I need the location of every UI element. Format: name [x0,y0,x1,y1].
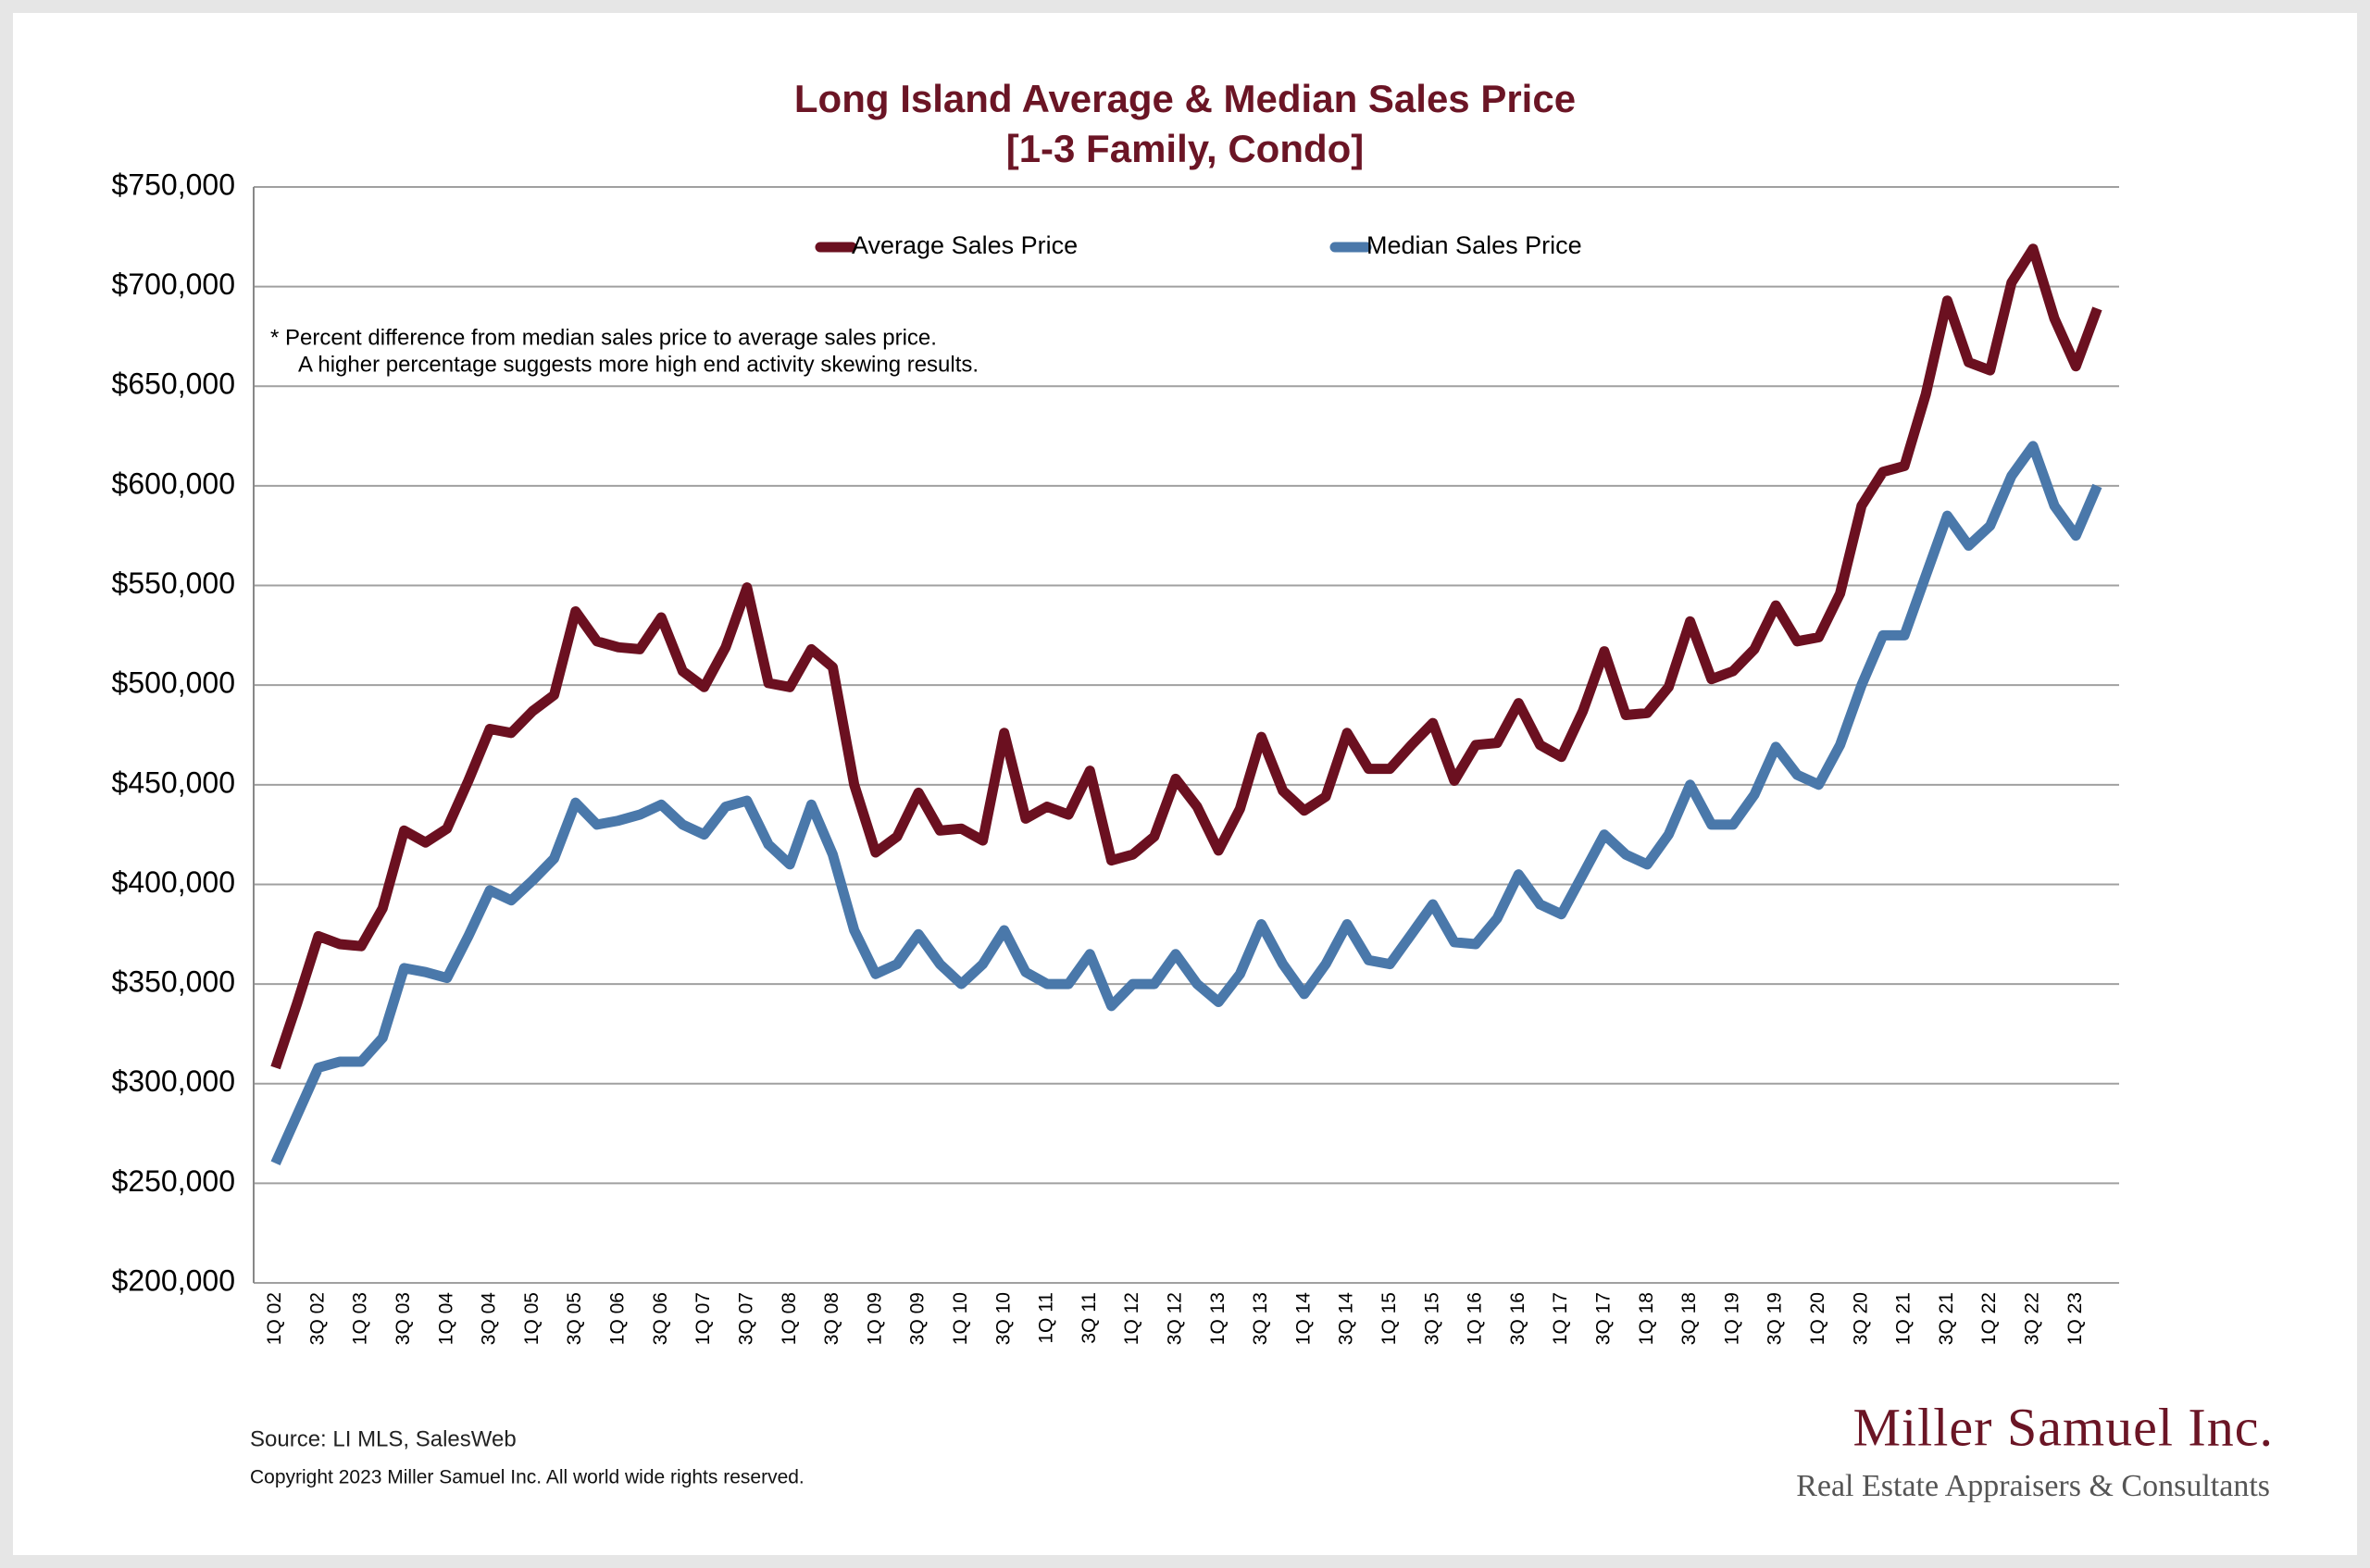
y-tick-label: $300,000 [112,1064,235,1098]
x-tick-label: 1Q 23 [2064,1292,2086,1345]
chart-subtitle: [1-3 Family, Condo] [1006,127,1365,170]
note: * Percent difference from median sales p… [270,325,937,350]
x-tick-label: 1Q 14 [1292,1292,1314,1346]
x-tick-label: 1Q 16 [1465,1292,1486,1345]
x-tick-label: 1Q 08 [779,1292,800,1345]
x-tick-label: 1Q 10 [950,1292,971,1345]
y-tick-label: $350,000 [112,965,235,999]
chart-title: Long Island Average & Median Sales Price [794,77,1576,120]
x-tick-label: 1Q 06 [607,1292,629,1345]
series-line [270,441,2102,1166]
x-tick-label: 3Q 02 [306,1292,328,1345]
copyright: Copyright 2023 Miller Samuel Inc. All wo… [250,1467,805,1488]
legend-label: Average Sales Price [852,231,1078,259]
x-tick-label: 1Q 22 [1978,1292,2000,1345]
x-tick-label: 1Q 15 [1378,1292,1400,1345]
x-tick-label: 1Q 19 [1721,1292,1742,1345]
x-tick-label: 1Q 11 [1036,1292,1057,1344]
y-tick-label: $500,000 [112,666,235,700]
x-tick-label: 3Q 13 [1250,1292,1271,1345]
x-tick-label: 3Q 04 [479,1292,500,1346]
x-tick-label: 1Q 13 [1207,1292,1229,1345]
x-tick-label: 1Q 18 [1636,1292,1657,1345]
x-tick-label: 3Q 11 [1079,1292,1100,1344]
y-tick-label: $450,000 [112,765,235,799]
x-tick-label: 3Q 08 [821,1292,842,1345]
x-tick-label: 3Q 05 [564,1292,585,1345]
x-tick-label: 1Q 07 [692,1292,714,1345]
x-tick-label: 1Q 21 [1893,1292,1915,1345]
panel: Long Island Average & Median Sales Price… [13,13,2357,1555]
x-tick-label: 1Q 17 [1550,1292,1571,1345]
x-tick-label: 3Q 16 [1507,1292,1528,1345]
y-tick-label: $400,000 [112,865,235,899]
x-tick-label: 3Q 18 [1678,1292,1700,1345]
x-tick-label: 3Q 15 [1421,1292,1442,1345]
y-tick-label: $650,000 [112,367,235,401]
x-tick-label: 3Q 03 [393,1292,414,1345]
x-tick-label: 1Q 12 [1121,1292,1142,1345]
x-tick-label: 3Q 21 [1936,1292,1957,1345]
note: A higher percentage suggests more high e… [298,352,979,377]
x-tick-label: 3Q 10 [992,1292,1014,1345]
y-tick-label: $750,000 [112,168,235,201]
x-tick-label: 1Q 05 [521,1292,543,1345]
y-tick-label: $600,000 [112,467,235,500]
tagline: Real Estate Appraisers & Consultants [1796,1469,2270,1503]
y-tick-label: $200,000 [112,1263,235,1297]
x-tick-label: 1Q 09 [864,1292,885,1345]
x-tick-label: 3Q 20 [1850,1292,1871,1345]
series-line [270,243,2102,1070]
x-tick-label: 3Q 14 [1336,1292,1357,1346]
x-tick-label: 1Q 02 [264,1292,285,1345]
x-tick-label: 1Q 04 [435,1292,456,1346]
x-tick-label: 3Q 07 [735,1292,756,1345]
x-tick-label: 3Q 19 [1765,1292,1786,1345]
x-tick-label: 3Q 12 [1164,1292,1185,1345]
y-tick-label: $700,000 [112,268,235,301]
y-tick-label: $250,000 [112,1164,235,1198]
x-tick-label: 3Q 09 [907,1292,929,1345]
x-tick-label: 3Q 17 [1592,1292,1614,1345]
y-tick-label: $550,000 [112,566,235,600]
x-tick-label: 1Q 03 [350,1292,371,1345]
x-tick-label: 3Q 06 [650,1292,671,1345]
source: Source: LI MLS, SalesWeb [250,1426,517,1451]
x-tick-label: 3Q 22 [2022,1292,2043,1345]
brand: Miller Samuel Inc. [1852,1397,2274,1457]
chart: Long Island Average & Median Sales Price… [112,77,2274,1503]
legend-label: Median Sales Price [1366,231,1582,259]
x-tick-label: 1Q 20 [1807,1292,1828,1345]
